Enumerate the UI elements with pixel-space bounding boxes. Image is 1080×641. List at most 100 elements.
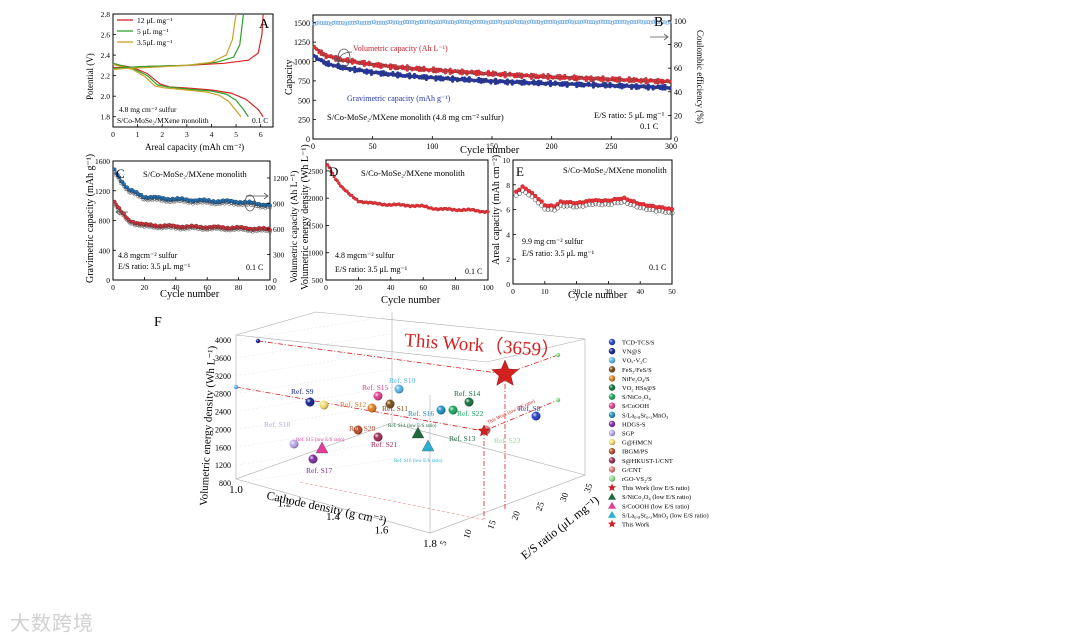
series-marker <box>534 20 539 24</box>
panel-e-frame <box>512 159 673 285</box>
series-marker <box>574 20 579 25</box>
series-marker <box>510 20 515 24</box>
legend-marker-highlight <box>608 411 616 418</box>
series-marker <box>615 19 620 24</box>
x-tick-label: 300 <box>665 142 677 151</box>
ref-label: Ref. S11 <box>382 404 408 413</box>
series-marker <box>669 207 675 212</box>
panel-a-legend: 12 μL mg⁻¹ 5 μL mg⁻¹ 3.5μL mg⁻¹ <box>117 16 172 47</box>
series-marker <box>343 21 348 26</box>
y-axis-label: Gravimetric capacity (mAh g⁻¹) <box>85 154 96 283</box>
series-marker <box>579 20 584 25</box>
y-tick-label: 1600 <box>95 157 110 166</box>
legend-marker-highlight <box>608 338 616 346</box>
series-marker <box>539 20 543 25</box>
series-marker <box>532 79 536 83</box>
series-marker <box>451 79 455 83</box>
floor-plane <box>235 422 586 534</box>
series-marker <box>467 79 471 84</box>
annotation: 4.8 mg cm⁻² sulfur <box>119 105 177 114</box>
legend-marker-highlight <box>608 393 616 400</box>
series-marker <box>565 80 569 85</box>
ref-label: Ref. S15 (low E/S ratio) <box>296 438 345 443</box>
legend-marker-highlight <box>608 475 616 482</box>
series-marker <box>491 20 496 24</box>
data-point-highlight <box>305 397 315 407</box>
series-marker <box>393 63 397 68</box>
legend-entry: G/CNT <box>622 467 642 474</box>
y-tick-label: 1000 <box>294 58 310 67</box>
panel-e-ticks: 0 10 20 30 40 50 0 2 4 6 8 10 <box>503 156 677 296</box>
x-tick-label: 1 <box>136 130 140 139</box>
data-point-highlight <box>373 432 383 442</box>
series-marker <box>337 181 341 186</box>
series-marker <box>591 20 596 24</box>
series-marker <box>668 79 672 83</box>
y-tick-label: 0 <box>306 135 310 144</box>
series-marker <box>620 19 624 24</box>
grid-line <box>235 351 393 376</box>
x-tick-label: 6 <box>259 130 263 139</box>
series-marker <box>405 68 409 72</box>
series-marker <box>360 21 364 26</box>
z-tick-label: 800 <box>219 479 231 488</box>
legend-entry: 5 μL mg⁻¹ <box>137 27 169 36</box>
guide-line <box>299 481 485 521</box>
annotation: 9.9 mg cm⁻² sulfur <box>522 237 584 246</box>
x-tick-label: 50 <box>369 142 377 151</box>
y-axis-label: Potential (V) <box>85 53 95 100</box>
annotation: 0.1 C <box>649 263 666 272</box>
panel-a-frame <box>112 13 274 128</box>
series-marker <box>548 20 553 24</box>
series-marker <box>350 20 355 25</box>
y-axis-label: Volumetric energy density (Wh L⁻¹) <box>300 144 311 290</box>
data-point-highlight <box>255 338 261 344</box>
legend-marker <box>608 492 616 500</box>
series-marker <box>446 75 450 79</box>
series-marker <box>515 20 519 24</box>
y-tick-label: 600 <box>273 225 285 234</box>
series-marker <box>345 189 349 193</box>
legend-entry: VOₓ-V₂C <box>622 358 647 365</box>
series-marker <box>357 20 362 25</box>
series-marker <box>567 19 572 24</box>
series-marker <box>653 19 658 24</box>
x-tick-label: 1.2 <box>278 498 292 510</box>
series-marker <box>634 20 639 25</box>
panel-c: 0 20 40 60 80 1000400800120016000300600900120… <box>85 154 300 300</box>
series-marker <box>479 19 484 24</box>
legend-marker-highlight <box>608 448 616 455</box>
this-work-low-es-star <box>477 424 491 437</box>
ref-label: Ref. S14 (low E/S ratio) <box>388 424 437 429</box>
series-marker <box>584 78 588 83</box>
series-marker <box>551 207 557 213</box>
x-tick-label: 10 <box>541 287 549 296</box>
y-tick-label: 2.2 <box>101 72 111 81</box>
series-marker <box>496 19 500 24</box>
y-axis-label: Capacity <box>284 59 295 95</box>
series-marker <box>601 19 605 24</box>
series-marker <box>660 20 665 24</box>
series-marker <box>493 77 498 81</box>
series-marker <box>402 20 407 24</box>
series-marker <box>419 20 424 24</box>
data-point-highlight <box>436 405 446 415</box>
y-tick-label: 35 <box>582 482 595 494</box>
series-marker <box>584 19 589 24</box>
data-point-highlight <box>367 403 377 413</box>
legend-entry: VO₂ HSs@S <box>622 385 656 392</box>
x-tick-label: 40 <box>172 283 180 292</box>
series-marker <box>668 86 672 90</box>
series-marker <box>355 20 360 25</box>
series-marker <box>448 67 452 71</box>
series-marker <box>398 21 403 25</box>
series-marker <box>445 20 450 25</box>
annotation: E/S ratio: 3.5 μL mg⁻¹ <box>522 249 595 258</box>
series-marker <box>599 202 605 208</box>
series-marker <box>589 20 593 25</box>
annotation: 4.8 mgcm⁻² sulfur <box>335 251 395 260</box>
series-marker <box>327 165 331 170</box>
annotation: S/Co-MoSe₂/MXene monolith <box>361 168 466 178</box>
legend-entry: This Work (low E/S ratio) <box>622 485 690 492</box>
x-tick-label: 3 <box>185 130 189 139</box>
